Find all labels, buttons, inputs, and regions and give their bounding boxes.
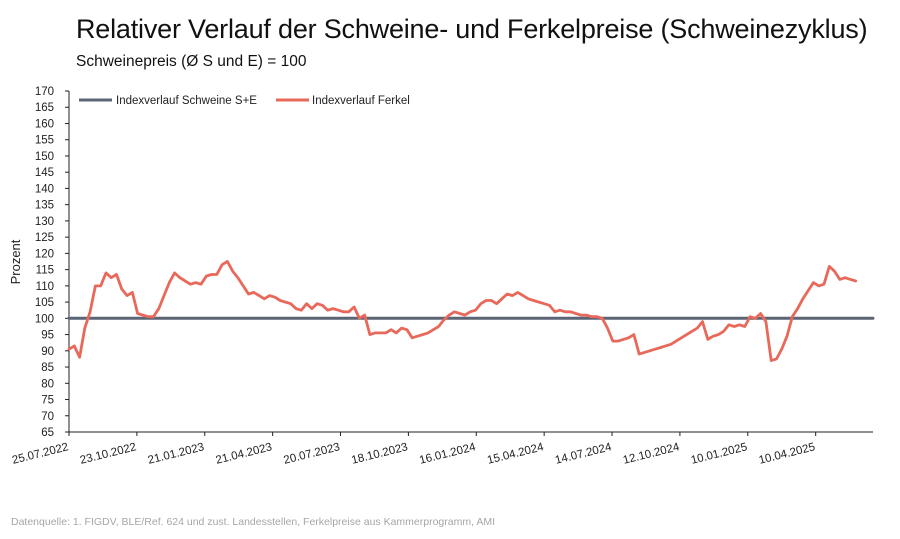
- y-tick-label: 170: [35, 86, 54, 98]
- y-tick-label: 105: [35, 297, 54, 309]
- y-tick-label: 125: [35, 232, 54, 244]
- source-note: Datenquelle: 1. FIGDV, BLE/Ref. 624 und …: [11, 516, 496, 528]
- x-tick-label: 21.04.2023: [215, 441, 274, 467]
- y-tick-label: 85: [41, 362, 54, 374]
- x-tick-label: 20.07.2023: [282, 441, 341, 467]
- legend-label-schweine: Indexverlauf Schweine S+E: [116, 95, 257, 107]
- legend-label-ferkel: Indexverlauf Ferkel: [312, 95, 410, 107]
- x-axis: 25.07.2022 23.10.2022 21.01.2023 21.04.2023…: [11, 431, 873, 467]
- x-tick-label: 14.07.2024: [554, 441, 613, 467]
- x-tick-label: 25.07.2022: [11, 441, 70, 467]
- x-tick-label: 15.04.2024: [486, 441, 545, 467]
- y-tick-label: 120: [35, 248, 54, 260]
- series-line-ferkel: [67, 260, 858, 363]
- y-tick-label: 115: [36, 265, 54, 277]
- x-tick-label: 12.10.2024: [622, 441, 681, 467]
- y-tick-label: 80: [41, 378, 54, 390]
- x-tick-label: 21.01.2023: [147, 441, 206, 467]
- chart-subtitle: Schweinepreis (Ø S und E) = 100: [76, 53, 307, 70]
- y-tick-label: 110: [36, 281, 54, 293]
- y-tick-label: 165: [35, 102, 54, 114]
- chart-title: Relativer Verlauf der Schweine- und Ferk…: [76, 14, 868, 44]
- y-tick-label: 100: [35, 313, 54, 325]
- y-tick-label: 145: [35, 167, 54, 179]
- legend: Indexverlauf Schweine S+E Indexverlauf Fe…: [79, 95, 410, 107]
- y-tick-label: 75: [41, 395, 54, 407]
- y-tick-label: 70: [41, 411, 54, 423]
- x-tick-label: 23.10.2022: [79, 441, 138, 467]
- y-tick-label: 95: [41, 330, 54, 342]
- y-tick-label: 135: [35, 200, 54, 212]
- x-tick-label: 18.10.2023: [350, 441, 409, 467]
- series-layer: [67, 260, 875, 363]
- y-tick-label: 150: [35, 151, 54, 163]
- y-tick-label: 90: [41, 346, 54, 358]
- y-tick-label: 155: [35, 135, 54, 147]
- x-tick-label: 16.01.2024: [418, 441, 477, 467]
- y-axis-label: Prozent: [8, 239, 23, 284]
- y-tick-label: 65: [41, 427, 54, 439]
- y-tick-label: 130: [35, 216, 54, 228]
- y-axis: 65 70 75 80 85 90 95 100 105 110 115 120 125 130 135 14…: [35, 86, 70, 439]
- x-tick-label: 10.04.2025: [758, 441, 817, 467]
- y-tick-label: 140: [35, 183, 54, 195]
- y-tick-label: 160: [35, 118, 54, 130]
- x-tick-label: 10.01.2025: [690, 441, 749, 467]
